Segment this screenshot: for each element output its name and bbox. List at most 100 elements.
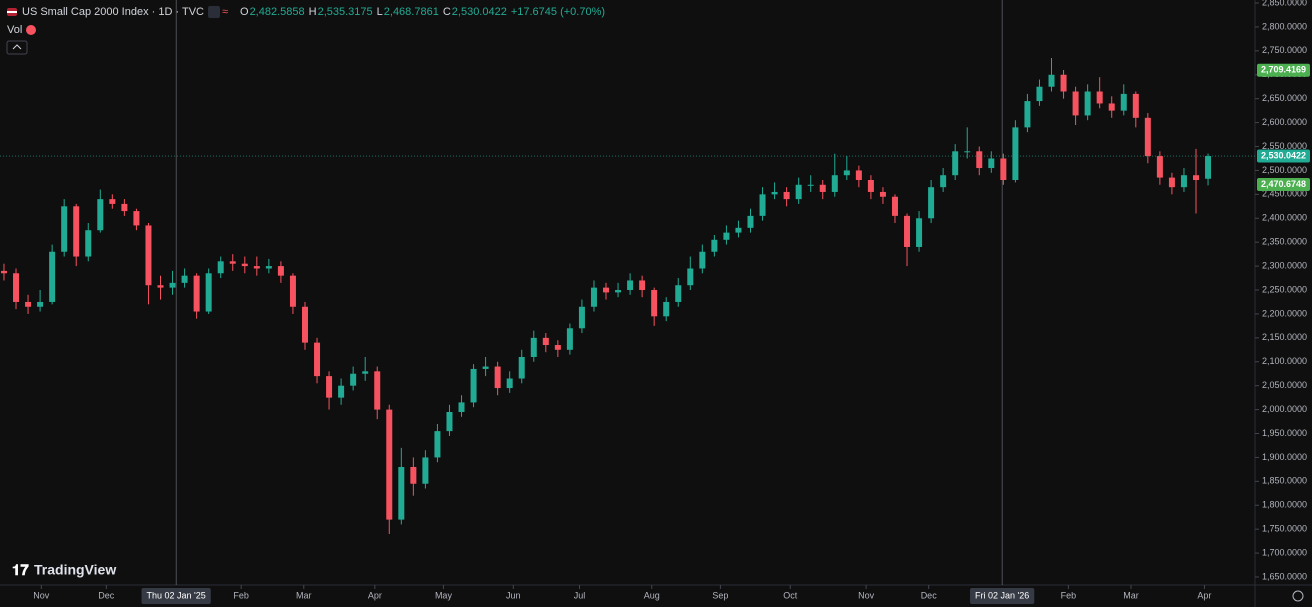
candle-body (518, 356, 525, 379)
watermark-logo: 𝟏𝟕 (12, 562, 29, 579)
ohlc-key: O (240, 6, 249, 18)
candle-body (398, 466, 405, 520)
candle-body (61, 206, 68, 252)
candle-body (687, 268, 694, 286)
price-tag-label: 2,709.4169 (1261, 65, 1306, 75)
x-tick-label: Mar (296, 590, 312, 600)
candle-body (1048, 74, 1055, 87)
y-tick-label: 2,500.0000 (1262, 165, 1307, 175)
candle-body (542, 337, 549, 346)
candle-body (699, 251, 706, 269)
candle-body (229, 261, 236, 264)
candle-body (1084, 91, 1091, 116)
ohlc-key: L (377, 6, 383, 18)
x-tick-label: May (435, 590, 453, 600)
y-tick-label: 2,300.0000 (1262, 260, 1307, 270)
price-tag (1257, 63, 1310, 77)
candle-body (121, 203, 128, 212)
candle-body (554, 345, 561, 350)
candle-body (916, 218, 923, 247)
ohlc-key: H (309, 6, 317, 18)
y-tick-label: 1,650.0000 (1262, 571, 1307, 581)
candle-body (1120, 93, 1127, 111)
candle-body (1072, 91, 1079, 116)
candle-body (759, 194, 766, 216)
candle-body (1144, 117, 1151, 157)
candle-body (253, 266, 260, 269)
candle-body (627, 280, 634, 291)
candle-body (446, 411, 453, 432)
candle-body (169, 282, 176, 288)
candle-body (386, 409, 393, 520)
y-tick-label: 2,400.0000 (1262, 213, 1307, 223)
candle-body (783, 191, 790, 200)
candle-body (940, 175, 947, 188)
warning-icon (26, 25, 36, 35)
icon: ≈ (222, 6, 228, 18)
candle-body (964, 151, 971, 153)
y-tick-label: 2,850.0000 (1262, 0, 1307, 7)
candle-body (879, 191, 886, 197)
candle-body (1193, 175, 1200, 180)
plot (0, 0, 1255, 585)
x-tick-label: Sep (712, 590, 728, 600)
candle-body (904, 215, 911, 247)
x-tick-label: Apr (1197, 590, 1211, 600)
icon-button[interactable] (208, 6, 220, 18)
candle-body (747, 215, 754, 228)
candle-body (711, 239, 718, 252)
candle-body (723, 232, 730, 240)
candle-body (374, 371, 381, 410)
symbol-title: US Small Cap 2000 Index · 1D · TVC (22, 6, 204, 18)
x-tick-label: Apr (368, 590, 382, 600)
candle-body (73, 206, 80, 257)
candle-body (338, 385, 345, 398)
x-tick-label: Dec (98, 590, 115, 600)
x-tick-label: Nov (33, 590, 50, 600)
candle-body (49, 251, 56, 302)
ohlc-value: 2,482.5858 (250, 6, 305, 18)
change: +17.6745 (+0.70%) (511, 6, 605, 18)
legend: US Small Cap 2000 Index · 1D · TVC ≈ Vol… (6, 6, 605, 55)
y-tick-label: 2,000.0000 (1262, 404, 1307, 414)
y-tick-label: 2,150.0000 (1262, 332, 1307, 342)
ohlc-value: 2,535.3175 (318, 6, 373, 18)
candle-body (277, 266, 284, 276)
candle-body (651, 290, 658, 317)
x-tick-label: Jul (574, 590, 586, 600)
candle-body (1000, 158, 1007, 180)
candle-body (350, 373, 357, 386)
collapse-icon (12, 44, 22, 50)
collapse-button[interactable] (6, 40, 28, 55)
candle-body (843, 170, 850, 176)
x-tick-label: Jun (506, 590, 521, 600)
candle-body (831, 175, 838, 192)
candle-body (410, 466, 417, 484)
candle-body (590, 287, 597, 307)
y-tick-label: 2,250.0000 (1262, 284, 1307, 294)
candle-body (25, 301, 32, 307)
y-tick-label: 2,750.0000 (1262, 45, 1307, 55)
candle-body (566, 328, 573, 350)
candle-body (326, 376, 333, 398)
ohlc-key: C (443, 6, 451, 18)
flag-icon-stripe (7, 11, 17, 13)
y-tick-label: 2,600.0000 (1262, 117, 1307, 127)
x-tick-label: Mar (1123, 590, 1139, 600)
y-tick-label: 1,850.0000 (1262, 476, 1307, 486)
candle-body (807, 184, 814, 186)
settings-button[interactable] (1292, 590, 1304, 602)
x-tick-label: Feb (1061, 590, 1077, 600)
candle-body (205, 273, 212, 312)
y-tick-label: 2,200.0000 (1262, 308, 1307, 318)
candle-body (891, 196, 898, 216)
candle-body (855, 170, 862, 180)
candle-body (867, 179, 874, 192)
candle-body (265, 266, 272, 269)
y-tick-label: 2,350.0000 (1262, 237, 1307, 247)
y-tick-label: 2,550.0000 (1262, 141, 1307, 151)
candle-body (494, 366, 501, 389)
y-tick-label: 2,800.0000 (1262, 21, 1307, 31)
candle-body (301, 306, 308, 343)
